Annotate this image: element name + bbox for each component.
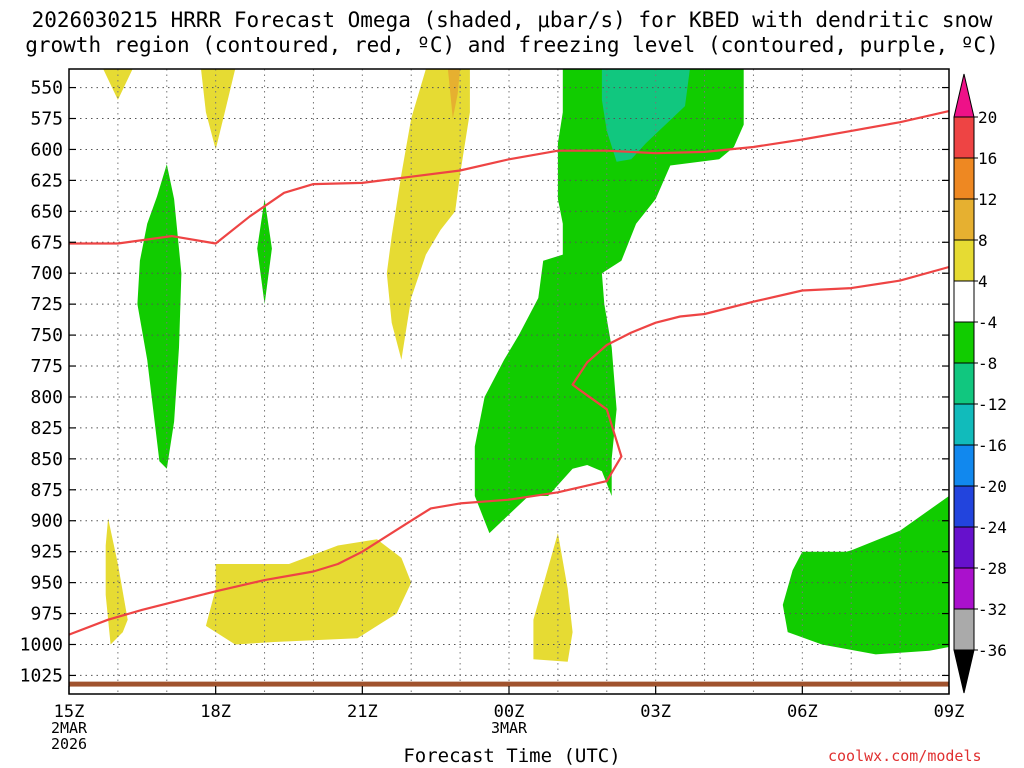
y-tick-label: 925 (30, 542, 63, 563)
colorbar-top-arrow (953, 73, 975, 118)
omega-shading (103, 69, 949, 662)
omega-region-0 (103, 69, 133, 100)
y-tick-label: 800 (30, 387, 63, 408)
colorbar-swatch-2 (953, 198, 975, 241)
omega-region-10 (533, 533, 573, 662)
colorbar: 20 16 12 8 4 -4 -8 -12 -16 -20 -24 -28 -32 -36 (953, 73, 1007, 694)
y-tick-label: 600 (30, 139, 63, 160)
chart-title-line-1: 2026030215 HRRR Forecast Omega (shaded, … (31, 8, 993, 32)
y-tick-label: 1000 (20, 634, 63, 655)
chart-title-line-2: growth region (contoured, red, ºC) and f… (25, 33, 999, 57)
y-tick-label: 950 (30, 573, 63, 594)
colorbar-swatch-8 (953, 444, 975, 487)
x-tick-label: 21Z (347, 702, 378, 722)
x-axis-label: Forecast Time (UTC) (403, 745, 621, 767)
colorbar-swatch-11 (953, 567, 975, 610)
colorbar-label: -12 (978, 395, 1007, 414)
colorbar-label: 20 (978, 108, 997, 127)
colorbar-label: 8 (978, 231, 988, 250)
y-tick-label: 875 (30, 480, 63, 501)
y-tick-label: 900 (30, 511, 63, 532)
omega-region-11 (782, 496, 949, 655)
colorbar-swatch-7 (953, 403, 975, 446)
y-tick-label: 850 (30, 449, 63, 470)
y-tick-label: 1025 (20, 665, 63, 686)
credit-text: coolwx.com/models (828, 747, 982, 765)
colorbar-label: 4 (978, 272, 988, 291)
y-tick-label: 725 (30, 294, 63, 315)
y-tick-label: 575 (30, 109, 63, 130)
dgz-contours (68, 110, 950, 636)
ground-layer (69, 681, 949, 687)
x-tick-sublabel-date: 3MAR (491, 719, 528, 737)
x-tick-label: 15Z (54, 702, 85, 722)
colorbar-label: -32 (978, 600, 1007, 619)
y-tick-label: 825 (30, 418, 63, 439)
colorbar-label: -20 (978, 477, 1007, 496)
y-tick-label: 775 (30, 356, 63, 377)
colorbar-bottom-arrow (953, 649, 975, 694)
colorbar-label: -16 (978, 436, 1007, 455)
colorbar-label: -24 (978, 518, 1007, 537)
y-tick-label: 675 (30, 232, 63, 253)
colorbar-swatch-6 (953, 362, 975, 405)
y-axis: 550 575 600 625 650 675 700 725 750 775 800 825 850 8… (20, 78, 949, 686)
omega-region-1 (201, 69, 236, 150)
colorbar-label: -36 (978, 641, 1007, 660)
y-tick-label: 650 (30, 201, 63, 222)
x-tick-sublabel-year: 2026 (51, 735, 87, 753)
y-tick-label: 700 (30, 263, 63, 284)
colorbar-swatch-12 (953, 608, 975, 651)
colorbar-label: 16 (978, 149, 997, 168)
dgz-contour-lower (68, 265, 950, 636)
x-tick-label: 00Z (494, 702, 525, 722)
omega-region-9 (205, 539, 412, 645)
omega-region-4 (386, 69, 470, 360)
y-tick-label: 750 (30, 325, 63, 346)
x-tick-label: 03Z (640, 702, 671, 722)
colorbar-swatch-3 (953, 239, 975, 282)
colorbar-swatch-1 (953, 157, 975, 200)
y-tick-label: 625 (30, 170, 63, 191)
colorbar-label: -8 (978, 354, 997, 373)
colorbar-swatch-4 (953, 280, 975, 323)
omega-region-6 (474, 69, 744, 534)
omega-region-5 (447, 69, 461, 119)
ground-strip (69, 681, 949, 687)
x-tick-label: 06Z (787, 702, 818, 722)
grid-lines (69, 69, 949, 694)
omega-region-2 (137, 164, 182, 469)
colorbar-swatch-0 (953, 116, 975, 159)
y-tick-label: 550 (30, 78, 63, 99)
colorbar-label: -28 (978, 559, 1007, 578)
y-tick-label: 975 (30, 604, 63, 625)
omega-region-8 (105, 518, 128, 645)
x-tick-label: 09Z (934, 702, 965, 722)
x-tick-sublabel-date: 2MAR (51, 719, 88, 737)
colorbar-label: 12 (978, 190, 997, 209)
dgz-contour-upper (69, 110, 950, 245)
colorbar-swatch-9 (953, 485, 975, 528)
x-tick-label: 18Z (200, 702, 231, 722)
omega-region-7 (601, 69, 690, 162)
colorbar-label: -4 (978, 313, 997, 332)
colorbar-swatch-10 (953, 526, 975, 569)
colorbar-swatch-5 (953, 321, 975, 364)
